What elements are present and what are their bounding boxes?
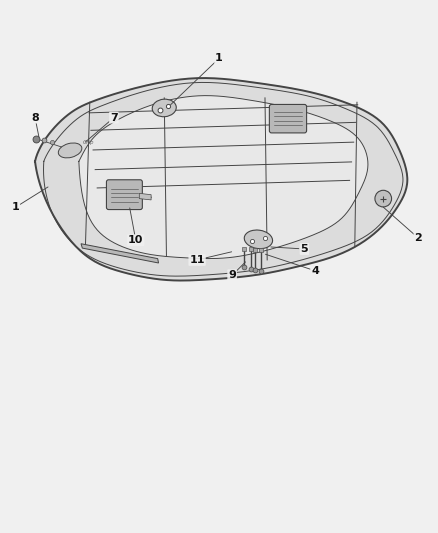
Ellipse shape (375, 190, 392, 207)
Ellipse shape (244, 230, 272, 249)
Text: 4: 4 (311, 266, 319, 276)
Text: 11: 11 (189, 255, 205, 265)
Polygon shape (139, 193, 151, 200)
Text: 2: 2 (414, 233, 422, 243)
Polygon shape (35, 78, 407, 280)
Text: 9: 9 (228, 270, 236, 280)
FancyBboxPatch shape (269, 104, 307, 133)
Text: 8: 8 (31, 112, 39, 123)
Text: 7: 7 (110, 112, 118, 123)
Text: 1: 1 (11, 203, 19, 212)
Ellipse shape (152, 99, 176, 117)
FancyBboxPatch shape (106, 180, 142, 209)
Ellipse shape (58, 143, 82, 158)
Polygon shape (79, 95, 368, 259)
Text: Grip: Grip (83, 140, 95, 145)
Text: 5: 5 (300, 244, 308, 254)
Text: 10: 10 (128, 235, 144, 245)
Text: 1: 1 (215, 53, 223, 63)
Polygon shape (81, 244, 159, 263)
